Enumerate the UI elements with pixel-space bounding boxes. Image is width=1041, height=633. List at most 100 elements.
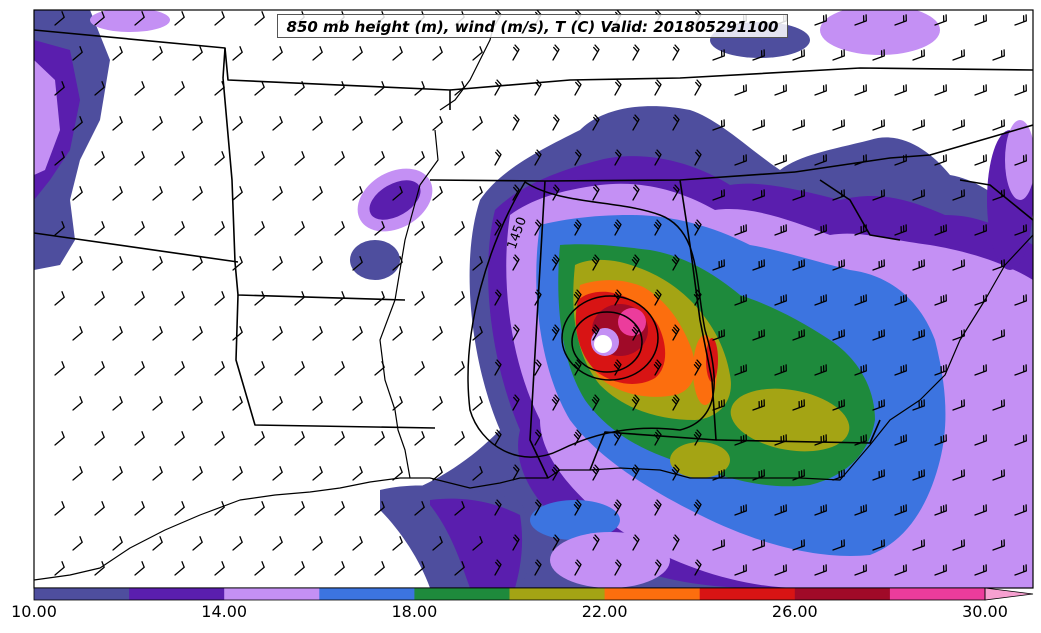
wind-barb bbox=[992, 539, 1005, 551]
colorbar-segment bbox=[34, 588, 130, 600]
colorbar-tick-label: 26.00 bbox=[771, 602, 818, 621]
wind-barb bbox=[592, 184, 600, 201]
wind-barb bbox=[952, 119, 965, 131]
wind-barb bbox=[912, 49, 925, 61]
wind-barb bbox=[192, 326, 203, 341]
wind-barb bbox=[134, 361, 145, 376]
wind-barb bbox=[334, 431, 345, 446]
wind-barb bbox=[232, 536, 243, 551]
wind-barb bbox=[734, 504, 747, 516]
wind-barb bbox=[392, 466, 403, 481]
wind-barb bbox=[551, 324, 560, 341]
wind-barb bbox=[54, 11, 65, 26]
wind-barb bbox=[72, 186, 83, 201]
wind-barb bbox=[494, 219, 502, 236]
wind-barb bbox=[672, 184, 680, 201]
wind-barb bbox=[752, 189, 765, 201]
wind-barb bbox=[272, 116, 283, 131]
wind-barb bbox=[454, 561, 465, 576]
wind-barb bbox=[192, 186, 203, 201]
wind-barb bbox=[894, 364, 907, 376]
field-olive-patch bbox=[730, 388, 850, 452]
wind-barb bbox=[934, 504, 947, 516]
wind-barb bbox=[152, 116, 163, 131]
wind-barb bbox=[494, 499, 502, 516]
wind-barb bbox=[134, 561, 145, 576]
wind-barb bbox=[1014, 434, 1027, 446]
wind-barb bbox=[573, 499, 582, 516]
wind-barb bbox=[254, 151, 265, 166]
wind-barb bbox=[974, 154, 987, 166]
wind-barb bbox=[814, 364, 827, 376]
wind-barb bbox=[752, 119, 765, 131]
wind-barb bbox=[472, 46, 483, 61]
wind-barb bbox=[432, 326, 443, 341]
wind-barb bbox=[693, 219, 702, 236]
wind-barb bbox=[352, 466, 363, 481]
wind-barb bbox=[272, 46, 283, 61]
wind-barb bbox=[573, 359, 582, 376]
wind-barb bbox=[272, 536, 283, 551]
wind-barb bbox=[312, 536, 323, 551]
wind-barb bbox=[734, 84, 747, 96]
wind-barb bbox=[894, 294, 907, 306]
wind-barb bbox=[534, 559, 542, 576]
wind-barb bbox=[192, 256, 203, 271]
wind-barb bbox=[512, 394, 520, 411]
wind-barb bbox=[174, 11, 185, 26]
wind-barb bbox=[214, 431, 225, 446]
wind-barb bbox=[814, 84, 827, 96]
wind-barb bbox=[792, 329, 805, 341]
wind-barb bbox=[1014, 294, 1027, 306]
wind-barb bbox=[312, 186, 323, 201]
wind-barb bbox=[952, 399, 965, 411]
wind-barb bbox=[613, 219, 622, 236]
wind-barb bbox=[551, 464, 560, 481]
wind-barb bbox=[591, 394, 600, 411]
wind-barb bbox=[952, 329, 965, 341]
wind-barb bbox=[312, 466, 323, 481]
wind-barb bbox=[1014, 224, 1027, 236]
wind-barb bbox=[392, 256, 403, 271]
colorbar-outline bbox=[33, 587, 986, 601]
colorbar-segment bbox=[129, 588, 225, 600]
wind-barb bbox=[752, 399, 765, 411]
wind-barb bbox=[832, 259, 845, 271]
wind-barb bbox=[934, 224, 947, 236]
wind-barb bbox=[774, 224, 787, 236]
wind-barb bbox=[374, 361, 385, 376]
field-ne-edge-inner bbox=[1005, 120, 1033, 200]
wind-barb bbox=[152, 186, 163, 201]
wind-barb bbox=[152, 46, 163, 61]
wind-barb bbox=[494, 79, 502, 96]
wind-barb bbox=[232, 326, 243, 341]
wind-barb bbox=[693, 429, 702, 446]
wind-barb bbox=[472, 396, 483, 411]
wind-barb bbox=[894, 224, 907, 236]
wind-barb bbox=[512, 534, 520, 551]
wind-barb bbox=[294, 561, 305, 576]
wind-barb bbox=[854, 84, 867, 96]
wind-barb bbox=[534, 429, 542, 446]
wind-barb bbox=[472, 256, 483, 271]
field-nw-purple bbox=[369, 180, 421, 220]
wind-barb bbox=[334, 361, 345, 376]
wind-barb bbox=[614, 559, 622, 576]
wind-barb bbox=[512, 44, 520, 61]
field-coast-blue bbox=[530, 500, 620, 540]
wind-barb bbox=[432, 116, 443, 131]
wind-barb bbox=[72, 536, 83, 551]
wind-barb bbox=[631, 464, 640, 481]
wind-barb bbox=[94, 151, 105, 166]
wind-barb bbox=[294, 431, 305, 446]
wind-barb bbox=[414, 501, 425, 516]
wind-barb bbox=[254, 11, 265, 26]
wind-barb bbox=[573, 219, 582, 236]
wind-barb bbox=[134, 151, 145, 166]
wind-barb bbox=[912, 399, 925, 411]
wind-barb bbox=[534, 149, 542, 166]
wind-barb bbox=[414, 431, 425, 446]
wind-barb bbox=[294, 291, 305, 306]
wind-barb bbox=[934, 14, 947, 26]
